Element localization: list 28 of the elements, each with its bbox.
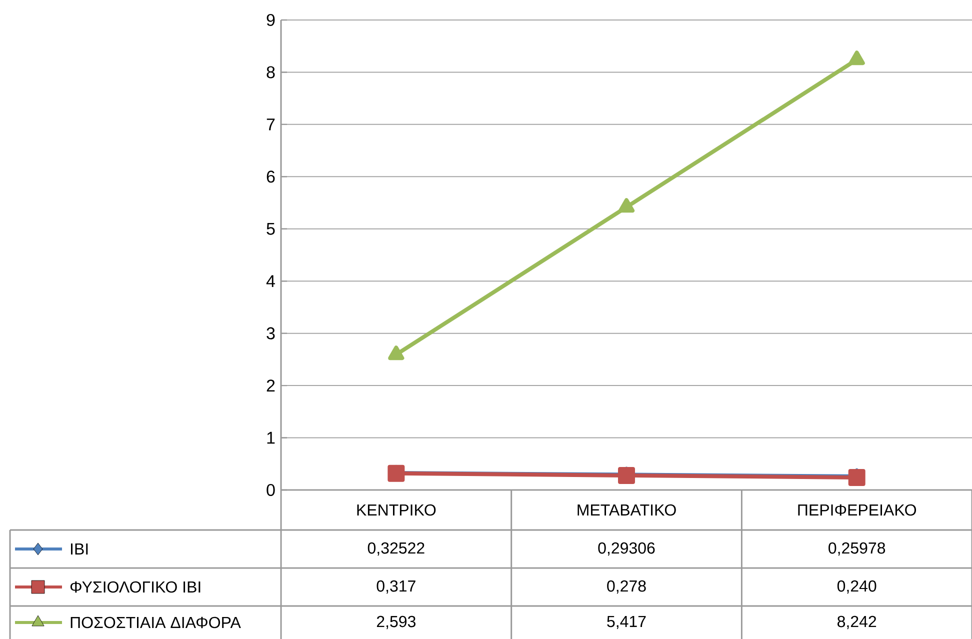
legend-label: ΙΒΙ	[71, 543, 88, 554]
data-label: 2,593	[376, 616, 416, 630]
y-tick-label: 6	[266, 170, 275, 183]
data-label: 0,278	[607, 580, 646, 594]
data-label: 5,417	[607, 616, 646, 630]
y-tick-label: 4	[266, 275, 275, 287]
y-tick-label: 5	[266, 222, 275, 235]
point	[388, 346, 404, 360]
x-tick-label: ΚΕΝΤΡΙΚΟ	[357, 504, 436, 516]
data-label: 8,242	[838, 616, 876, 630]
data-label: 0,317	[376, 580, 416, 594]
legend-label: ΦΥΣΙΟΛΟΓΙΚΟ ΙΒΙ	[70, 581, 200, 593]
y-tick-label: 7	[266, 118, 275, 130]
x-tick-label: ΠΕΡΙΦΕΡΕΙΑΚΟ	[798, 504, 916, 516]
data-label: 0,29306	[598, 542, 655, 556]
x-tick-label: ΜΕΤΑΒΑΤΙΚΟ	[578, 504, 676, 516]
point	[618, 198, 635, 213]
y-tick-label: 0	[266, 484, 275, 496]
data-label: 0,25978	[828, 542, 886, 556]
y-tick-label: 2	[266, 380, 275, 392]
data-label: 0,240	[837, 580, 876, 594]
legend-label: ΠΟΣΟΣΤΙΑΙΑ ΔΙΑΦΟΡΑ	[70, 616, 241, 628]
y-tick-label: 3	[266, 327, 275, 340]
y-tick-label: 9	[266, 14, 275, 26]
y-tick-label: 1	[267, 432, 275, 444]
point	[848, 50, 865, 66]
y-tick-label: 8	[266, 66, 275, 78]
data-label: 0,32522	[368, 542, 424, 556]
